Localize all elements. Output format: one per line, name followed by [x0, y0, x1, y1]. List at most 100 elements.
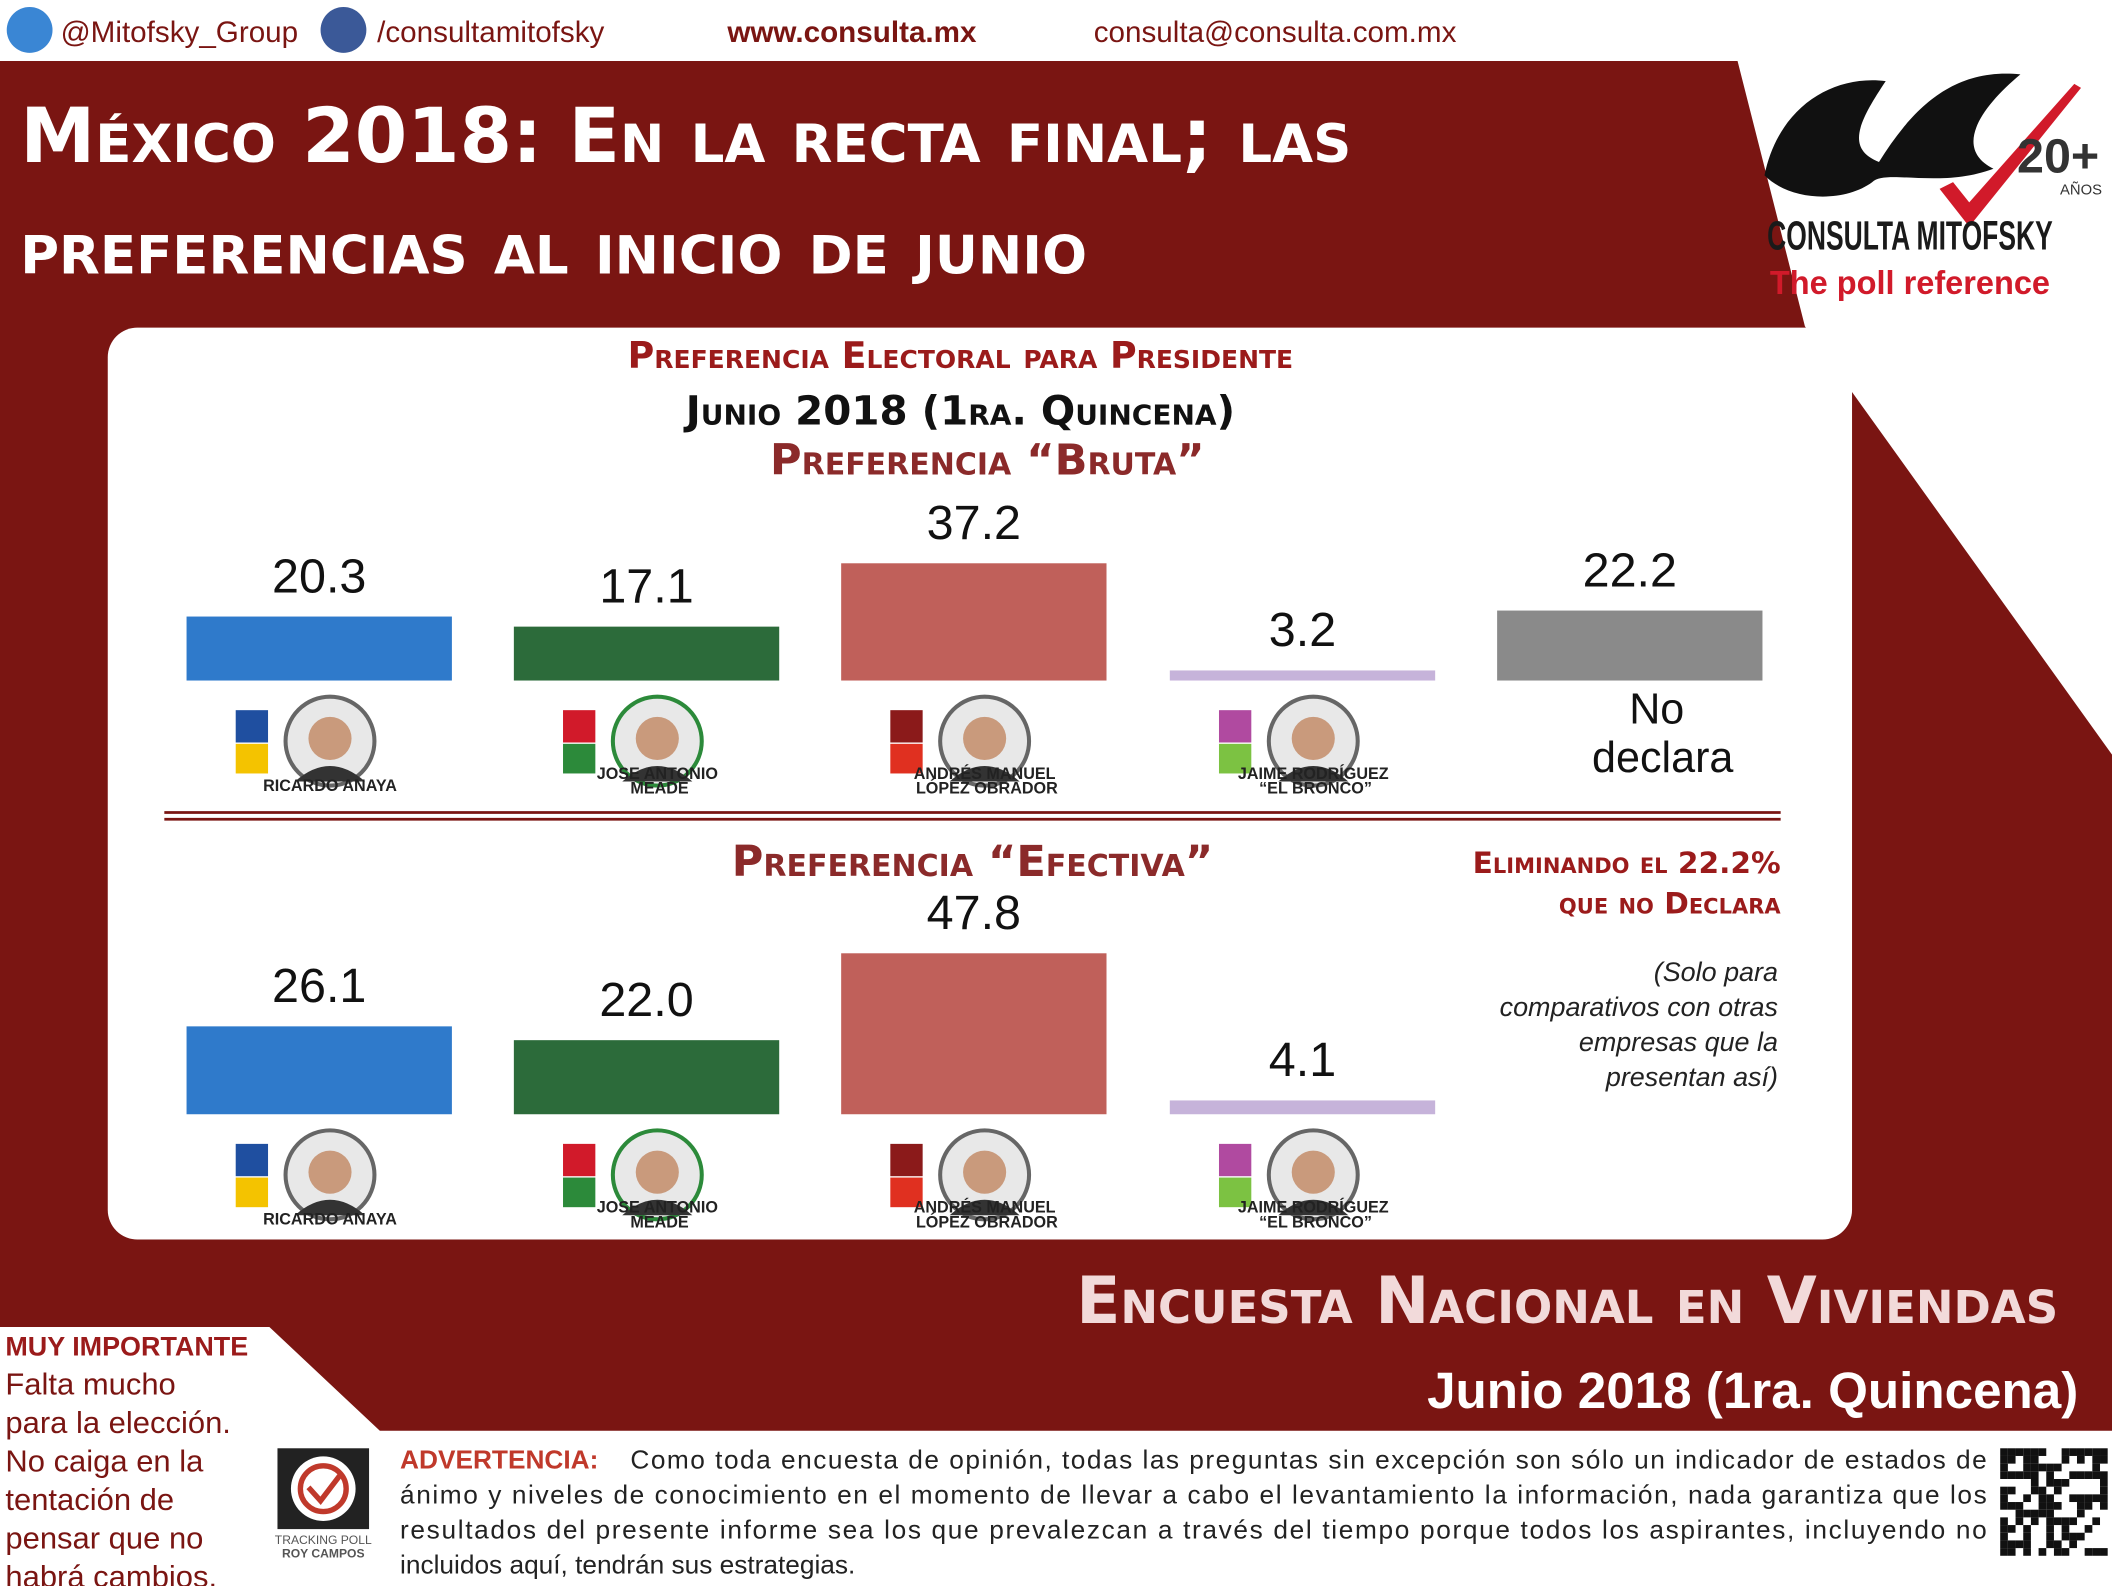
party-logo: [563, 1177, 596, 1208]
category-label: JOSE ANTONIO MEADE: [597, 1199, 718, 1232]
qr-cell: [2000, 1455, 2008, 1464]
chart-note: Eliminando el 22.2%: [1473, 845, 1781, 880]
qr-cell: [2030, 1509, 2039, 1518]
qr-cell: [2007, 1548, 2016, 1556]
candidate-face: [1291, 1150, 1335, 1194]
candidate-face: [963, 1150, 1007, 1194]
qr-cell: [2100, 1548, 2108, 1556]
party-logo: [235, 1143, 269, 1177]
important-line: No caiga en la: [5, 1443, 204, 1478]
qr-cell: [2092, 1463, 2101, 1472]
qr-cell: [2061, 1448, 2070, 1456]
qr-cell: [2053, 1548, 2062, 1556]
value-label: 17.1: [599, 559, 693, 613]
qr-cell: [2046, 1532, 2054, 1541]
qr-cell: [2007, 1502, 2016, 1510]
category-label: ANDRÉS MANUEL LÓPEZ OBRADOR: [911, 764, 1058, 798]
twitter-handle[interactable]: @Mitofsky_Group: [61, 16, 299, 49]
email[interactable]: consulta@consulta.com.mx: [1094, 16, 1457, 49]
qr-cell: [2030, 1455, 2039, 1464]
qr-cell: [2076, 1532, 2085, 1541]
qr-cell: [2053, 1502, 2062, 1510]
qr-cell: [2076, 1502, 2085, 1510]
qr-cell: [2100, 1455, 2108, 1464]
qr-cell: [2046, 1502, 2054, 1510]
chart-footnote: empresas que la: [1579, 1027, 1778, 1057]
candidate-body: [949, 766, 1020, 782]
qr-cell: [2007, 1525, 2016, 1533]
tracking-logo-text: TRACKING POLL: [275, 1533, 372, 1547]
important-heading: MUY IMPORTANTE: [5, 1331, 248, 1361]
qr-cell: [2061, 1517, 2070, 1526]
facebook-handle[interactable]: /consultamitofsky: [377, 16, 604, 49]
important-line: para la elección.: [5, 1405, 231, 1440]
website[interactable]: www.consulta.mx: [726, 16, 977, 49]
party-logo: [890, 743, 923, 774]
qr-cell: [2092, 1471, 2101, 1479]
value-label: 3.2: [1269, 603, 1336, 657]
qr-cell: [2023, 1471, 2031, 1479]
warning-line: Como toda encuesta de opinión, todas las…: [630, 1444, 1986, 1474]
candidate-body: [1278, 766, 1349, 782]
qr-cell: [2092, 1494, 2101, 1503]
qr-cell: [2000, 1448, 2008, 1456]
candidate-face: [635, 1150, 679, 1194]
qr-cell: [2000, 1502, 2008, 1510]
qr-cell: [2046, 1525, 2054, 1533]
party-logo: [1218, 710, 1252, 743]
qr-cell: [2015, 1540, 2024, 1549]
qr-cell: [2023, 1455, 2031, 1464]
qr-cell: [2023, 1509, 2031, 1518]
qr-cell: [2038, 1486, 2047, 1495]
category-label: ANDRÉS MANUEL LÓPEZ OBRADOR: [911, 1198, 1058, 1232]
qr-cell: [2092, 1548, 2101, 1556]
qr-cell: [2007, 1455, 2016, 1464]
candidate-face: [635, 716, 679, 760]
qr-cell: [2084, 1448, 2093, 1456]
qr-cell: [2030, 1486, 2039, 1495]
qr-cell: [2061, 1455, 2070, 1464]
title-line: México 2018: En la recta final; las: [20, 92, 1351, 180]
qr-cell: [2076, 1471, 2085, 1479]
qr-cell: [2061, 1525, 2070, 1533]
qr-cell: [2100, 1471, 2108, 1479]
tracking-logo: [277, 1448, 370, 1530]
logo-name: CONSULTA MITOFSKY: [1767, 213, 2053, 259]
party-logo: [890, 1143, 923, 1177]
qr-cell: [2038, 1509, 2047, 1518]
qr-cell: [2000, 1463, 2008, 1472]
qr-cell: [2069, 1471, 2077, 1479]
bar: [841, 953, 1107, 1115]
qr-cell: [2100, 1448, 2108, 1456]
qr-cell: [2038, 1448, 2047, 1456]
qr-cell: [2030, 1448, 2039, 1456]
tracking-logo-text: ROY CAMPOS: [282, 1546, 365, 1560]
qr-cell: [2100, 1486, 2108, 1495]
qr-cell: [2023, 1540, 2031, 1549]
qr-cell: [2023, 1532, 2031, 1541]
candidate-face: [308, 1150, 352, 1194]
party-logo: [563, 743, 596, 774]
bar: [1169, 1100, 1436, 1115]
candidate-face: [963, 716, 1007, 760]
qr-cell: [2076, 1509, 2085, 1518]
qr-cell: [2015, 1502, 2024, 1510]
category-label: JOSE ANTONIO MEADE: [597, 765, 718, 798]
qr-cell: [2100, 1478, 2108, 1487]
qr-cell: [2061, 1548, 2070, 1556]
qr-cell: [2053, 1463, 2062, 1472]
panel-period: Junio 2018 (1ra. Quincena): [683, 387, 1235, 435]
qr-cell: [2053, 1486, 2062, 1495]
twitter-icon: [6, 7, 53, 53]
qr-cell: [2030, 1517, 2039, 1526]
important-line: tentación de: [5, 1482, 174, 1517]
logo-mark: [1764, 73, 2082, 227]
qr-cell: [2000, 1486, 2008, 1495]
party-logo: [235, 1177, 269, 1208]
qr-cell: [2038, 1548, 2047, 1556]
qr-cell: [2100, 1494, 2108, 1503]
qr-cell: [2023, 1525, 2031, 1533]
qr-cell: [2007, 1471, 2016, 1479]
qr-cell: [2100, 1502, 2108, 1510]
